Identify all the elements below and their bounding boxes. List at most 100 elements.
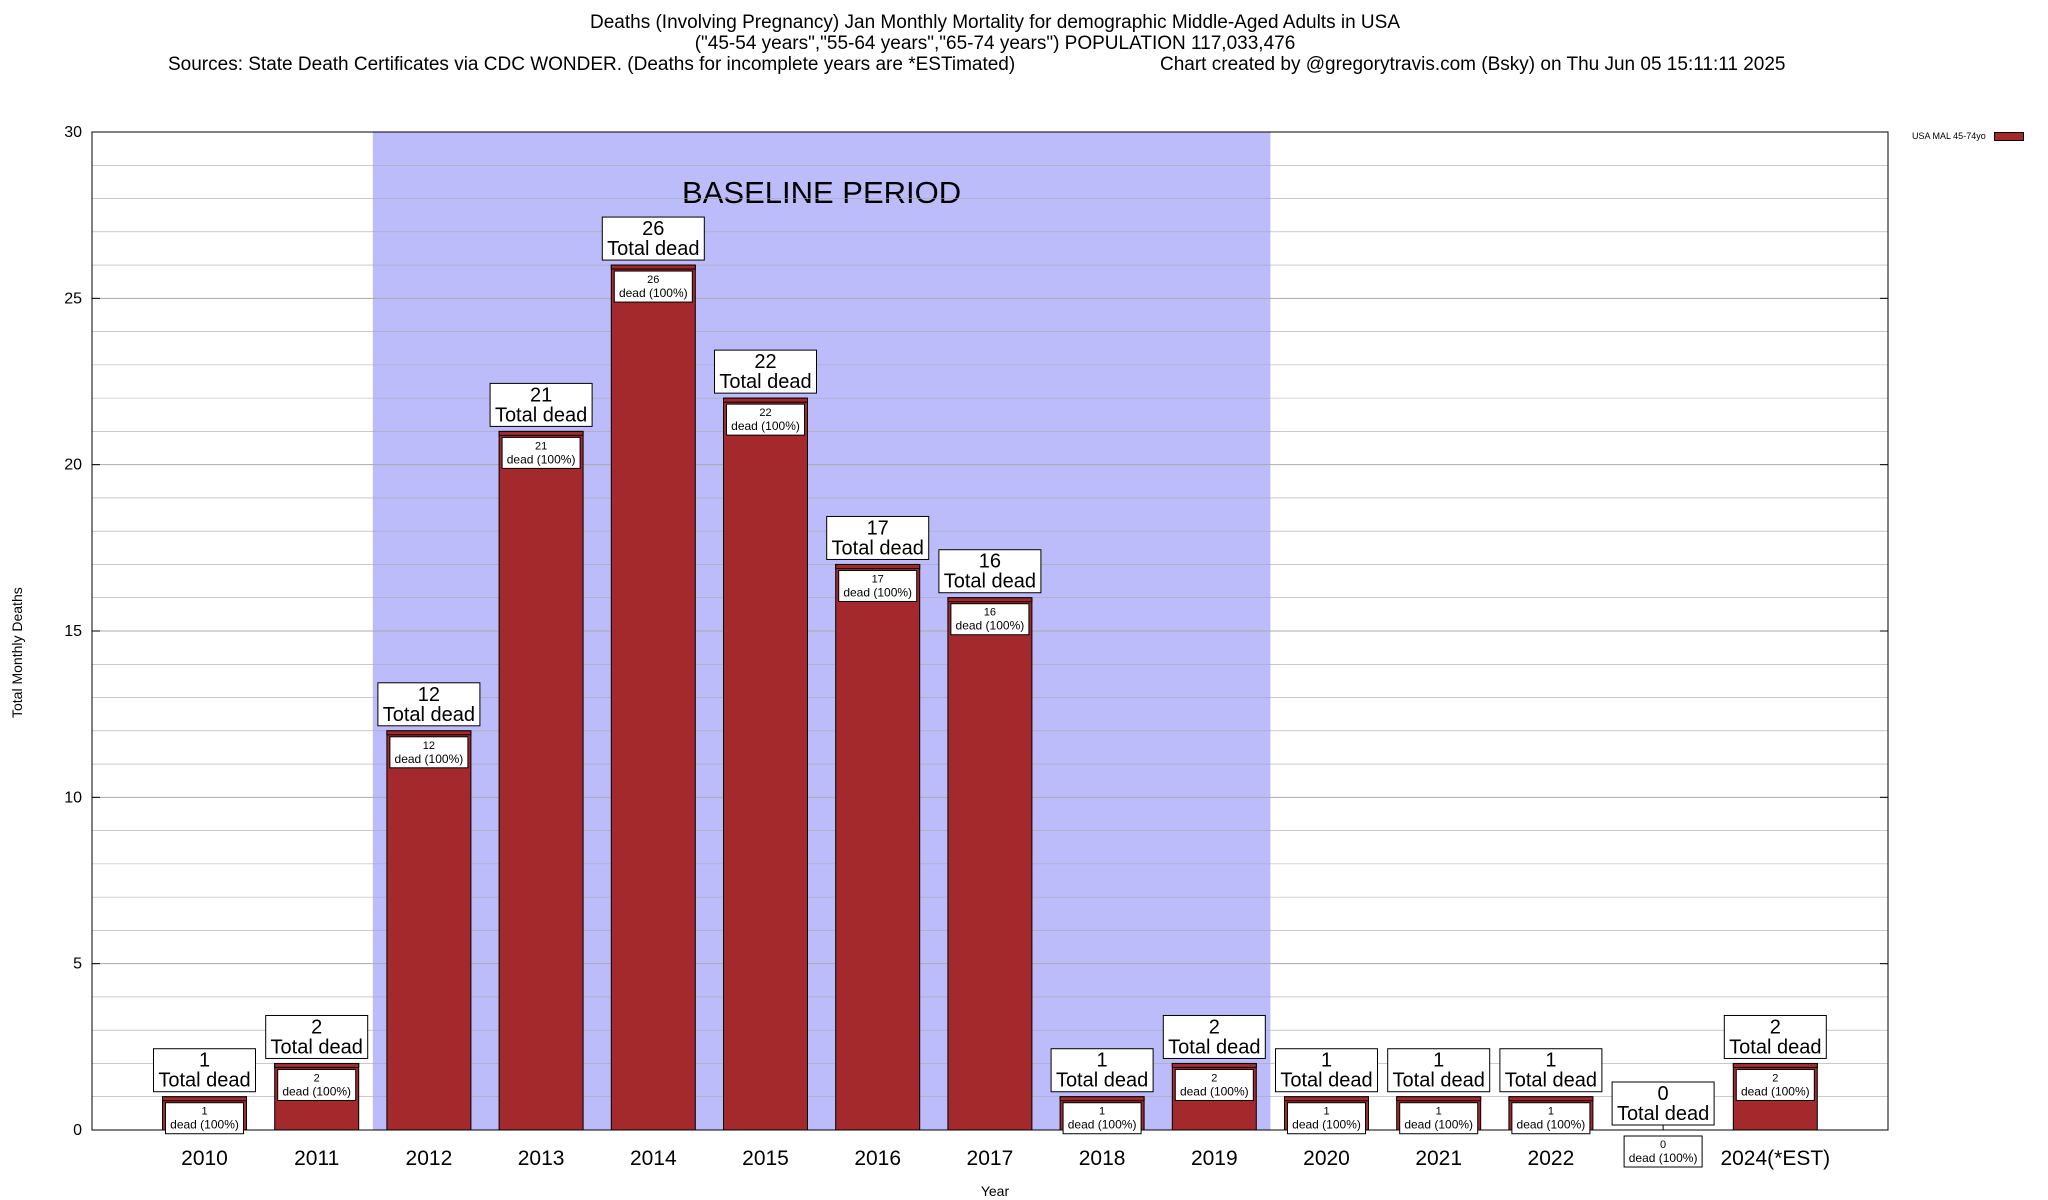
- x-tick-label: 2014: [630, 1147, 677, 1170]
- inner-label-value: 17: [872, 573, 884, 585]
- bar-cap: [1508, 1096, 1594, 1102]
- total-label-box: [1050, 1048, 1154, 1093]
- inner-label-text: dead (100%): [1068, 1118, 1137, 1132]
- inner-label-value: 22: [759, 407, 771, 419]
- x-tick-label: 2024(*EST): [1720, 1147, 1830, 1170]
- bar-cap: [1171, 1062, 1257, 1068]
- total-label-text: Total dead: [1393, 1070, 1485, 1092]
- total-label-text: Total dead: [832, 537, 924, 559]
- chart-title-line2: ("45-54 years","55-64 years","65-74 year…: [694, 33, 1296, 54]
- x-axis-label: Year: [980, 1183, 1010, 1199]
- total-label-value: 26: [642, 218, 664, 240]
- x-tick-label: 2018: [1079, 1147, 1126, 1170]
- total-label-text: Total dead: [1729, 1036, 1821, 1058]
- x-tick-label: 2010: [181, 1147, 228, 1170]
- chart-title: Deaths (Involving Pregnancy) Jan Monthly…: [0, 12, 1990, 54]
- y-axis-label: Total Monthly Deaths: [9, 587, 25, 718]
- inner-label-value: 2: [314, 1072, 320, 1084]
- total-label-text: Total dead: [1168, 1036, 1260, 1058]
- inner-label-box: [613, 270, 693, 303]
- x-tick-label: 2012: [406, 1147, 453, 1170]
- bar: [498, 430, 584, 1131]
- inner-label-text: dead (100%): [956, 619, 1025, 633]
- total-label-box: [1387, 1048, 1491, 1093]
- bar-cap: [498, 430, 584, 436]
- bar: [723, 397, 808, 1131]
- inner-label-box: [1511, 1102, 1591, 1135]
- inner-label-box: [1735, 1068, 1815, 1101]
- x-tick-label: 2013: [518, 1147, 565, 1170]
- y-tick-label: 5: [73, 956, 82, 973]
- bar: [947, 597, 1033, 1131]
- chart-title-line1: Deaths (Involving Pregnancy) Jan Monthly…: [590, 12, 1400, 33]
- inner-label-box: [726, 403, 805, 436]
- inner-label-text: dead (100%): [1629, 1151, 1698, 1165]
- inner-label-text: dead (100%): [1741, 1084, 1810, 1098]
- total-label-box: [153, 1048, 256, 1093]
- inner-label-value: 21: [535, 440, 547, 452]
- credit-text: Chart created by @gregorytravis.com (Bsk…: [1160, 54, 1786, 75]
- inner-label-text: dead (100%): [170, 1118, 239, 1132]
- inner-label-box: [277, 1068, 357, 1101]
- total-label-box: [601, 216, 705, 261]
- x-tick-label: 2019: [1191, 1147, 1238, 1170]
- inner-label-text: dead (100%): [843, 585, 912, 599]
- total-label-value: 1: [199, 1050, 210, 1072]
- x-tick-label: 2017: [967, 1147, 1014, 1170]
- bar-cap: [274, 1062, 360, 1068]
- inner-label-value: 16: [984, 607, 996, 619]
- x-tick-label: 2020: [1303, 1147, 1350, 1170]
- total-label-value: 1: [1545, 1050, 1556, 1072]
- inner-label-value: 26: [647, 274, 659, 286]
- total-label-box: [489, 382, 593, 427]
- total-label-value: 16: [979, 551, 1001, 573]
- bar-cap: [610, 264, 696, 270]
- inner-label-text: dead (100%): [1517, 1118, 1586, 1132]
- inner-label-box: [1287, 1102, 1366, 1135]
- total-label-text: Total dead: [1505, 1070, 1597, 1092]
- bar-cap: [1396, 1096, 1482, 1102]
- bar-cap: [1059, 1096, 1145, 1102]
- total-label-value: 2: [1209, 1016, 1220, 1038]
- inner-label-box: [501, 436, 581, 469]
- total-label-text: Total dead: [1617, 1103, 1709, 1125]
- x-tick-label: 2015: [742, 1147, 789, 1170]
- x-tick-label: 2011: [294, 1147, 339, 1170]
- total-label-value: 1: [1321, 1050, 1332, 1072]
- inner-label-value: 1: [1548, 1106, 1554, 1118]
- total-label-box: [714, 349, 817, 394]
- inner-label-value: 2: [1772, 1072, 1778, 1084]
- total-label-value: 0: [1658, 1083, 1669, 1105]
- y-tick-label: 25: [64, 290, 82, 307]
- bar-cap: [1732, 1062, 1818, 1068]
- sources-text: Sources: State Death Certificates via CD…: [168, 54, 1016, 75]
- bar-cap: [386, 730, 472, 736]
- inner-label-box: [1399, 1102, 1479, 1135]
- total-label-text: Total dead: [1280, 1070, 1372, 1092]
- bar-cap: [723, 397, 808, 403]
- total-label-text: Total dead: [1056, 1070, 1148, 1092]
- total-label-value: 12: [418, 684, 440, 706]
- inner-label-value: 1: [1099, 1106, 1105, 1118]
- inner-label-text: dead (100%): [1292, 1118, 1361, 1132]
- bar: [835, 563, 921, 1131]
- inner-label-text: dead (100%): [1180, 1084, 1249, 1098]
- legend-label: USA MAL 45-74yo: [1912, 131, 1986, 141]
- x-tick-label: 2016: [854, 1147, 901, 1170]
- inner-label-box: [1062, 1102, 1142, 1135]
- bar-cap: [947, 597, 1033, 603]
- inner-label-box: [389, 736, 469, 769]
- bar-cap: [1284, 1096, 1369, 1102]
- total-label-box: [826, 515, 930, 560]
- total-label-box: [1499, 1048, 1603, 1093]
- inner-label-box: [1623, 1135, 1703, 1168]
- inner-label-text: dead (100%): [282, 1084, 351, 1098]
- total-label-box: [1275, 1048, 1378, 1093]
- total-label-value: 2: [311, 1016, 322, 1038]
- x-tick-label: 2021: [1415, 1147, 1462, 1170]
- total-label-value: 22: [754, 351, 776, 373]
- total-label-text: Total dead: [495, 404, 587, 426]
- bar: [386, 730, 472, 1131]
- bar-cap: [835, 563, 921, 569]
